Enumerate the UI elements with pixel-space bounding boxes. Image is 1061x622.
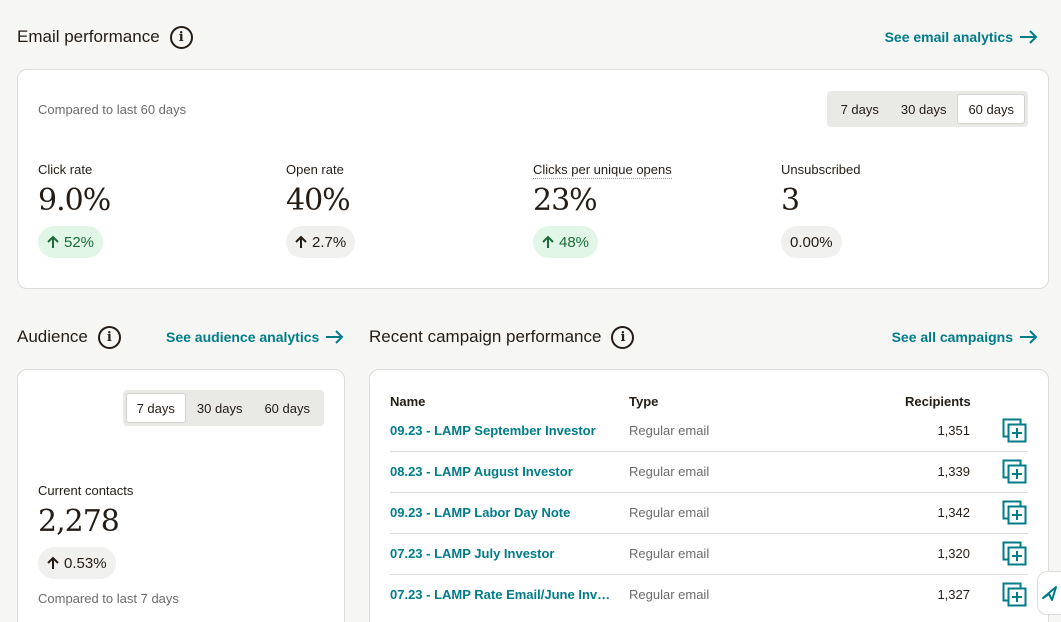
campaign-name-link[interactable]: 08.23 - LAMP August Investor	[390, 464, 573, 479]
campaign-name-link[interactable]: 09.23 - LAMP September Investor	[390, 423, 596, 438]
email-range-selector: 7 days 30 days 60 days	[826, 91, 1028, 127]
replicate-icon[interactable]	[1002, 459, 1028, 485]
replicate-icon[interactable]	[1002, 418, 1028, 444]
campaign-recipients: 1,339	[937, 464, 970, 479]
arrow-right-icon	[1020, 330, 1038, 344]
replicate-icon[interactable]	[1002, 582, 1028, 608]
arrow-right-icon	[1020, 30, 1038, 44]
campaigns-card: Name Type Recipients 09.23 - LAMP Septem…	[369, 369, 1049, 622]
see-email-analytics-label: See email analytics	[884, 29, 1013, 45]
campaign-recipients: 1,351	[937, 423, 970, 438]
metric-label: Open rate	[286, 162, 344, 177]
campaign-name-link[interactable]: 07.23 - LAMP July Investor	[390, 546, 555, 561]
see-audience-analytics-label: See audience analytics	[166, 329, 320, 345]
metric-change: 48%	[559, 233, 590, 251]
table-row: 08.23 - LAMP August Investor Regular ema…	[390, 452, 1028, 493]
campaign-recipients: 1,342	[937, 505, 970, 520]
info-icon[interactable]: i	[97, 325, 121, 349]
metric-value: 2,278	[38, 504, 120, 539]
email-performance-heading: Email performance i	[17, 25, 193, 49]
campaigns-title: Recent campaign performance	[369, 327, 602, 346]
range-30-days[interactable]: 30 days	[900, 101, 947, 117]
metric-value: 9.0%	[38, 183, 111, 218]
metric-change: 2.7%	[312, 233, 347, 251]
range-30-days[interactable]: 30 days	[196, 400, 243, 416]
metric-clicks-per-unique-opens: Clicks per unique opens 23% 48%	[533, 161, 672, 258]
metric-value: 40%	[286, 183, 351, 218]
metric-label: Unsubscribed	[781, 162, 861, 177]
column-header-name[interactable]: Name	[390, 394, 426, 409]
see-all-campaigns-label: See all campaigns	[891, 329, 1013, 345]
metric-click-rate: Click rate 9.0% 52%	[38, 161, 111, 258]
campaign-type: Regular email	[629, 423, 710, 438]
table-row: 07.23 - LAMP July Investor Regular email…	[390, 534, 1028, 575]
metric-label[interactable]: Clicks per unique opens	[533, 162, 672, 179]
email-performance-card: Compared to last 60 days 7 days 30 days …	[17, 69, 1049, 289]
send-icon	[1041, 586, 1057, 601]
campaign-type: Regular email	[629, 587, 710, 602]
email-compared-text: Compared to last 60 days	[38, 102, 187, 117]
replicate-icon[interactable]	[1002, 500, 1028, 526]
campaign-name-link[interactable]: 07.23 - LAMP Rate Email/June Investor	[390, 587, 615, 602]
range-7-days[interactable]: 7 days	[840, 101, 879, 117]
campaign-type: Regular email	[629, 464, 710, 479]
campaign-recipients: 1,327	[937, 587, 970, 602]
arrow-up-icon	[542, 235, 554, 248]
metric-unsubscribed: Unsubscribed 3 0.00%	[781, 161, 861, 258]
column-header-recipients[interactable]: Recipients	[905, 394, 971, 409]
arrow-up-icon	[47, 235, 59, 248]
metric-change: 0.53%	[64, 554, 107, 572]
campaign-name-link[interactable]: 09.23 - LAMP Labor Day Note	[390, 505, 571, 520]
floating-action-button[interactable]	[1037, 571, 1061, 615]
metric-label: Click rate	[38, 162, 93, 177]
see-audience-analytics-link[interactable]: See audience analytics	[166, 325, 345, 349]
email-performance-title: Email performance	[17, 27, 160, 46]
see-all-campaigns-link[interactable]: See all campaigns	[892, 325, 1039, 349]
info-icon[interactable]: i	[169, 25, 193, 49]
range-7-days[interactable]: 7 days	[125, 393, 186, 423]
metric-change: 0.00%	[790, 233, 833, 251]
metric-change: 52%	[64, 233, 95, 251]
metric-change-badge: 48%	[533, 226, 599, 258]
campaigns-heading: Recent campaign performance i	[369, 325, 635, 349]
campaign-type: Regular email	[629, 505, 710, 520]
table-row: 07.23 - LAMP Rate Email/June Investor Re…	[390, 575, 1028, 616]
range-60-days[interactable]: 60 days	[264, 400, 310, 416]
table-row: 09.23 - LAMP Labor Day Note Regular emai…	[390, 493, 1028, 534]
metric-change-badge: 0.00%	[781, 226, 842, 258]
metric-change-badge: 52%	[38, 226, 104, 258]
audience-compared-text: Compared to last 7 days	[38, 591, 179, 606]
audience-title: Audience	[17, 327, 88, 346]
arrow-up-icon	[295, 235, 307, 248]
metric-value: 23%	[533, 183, 598, 218]
replicate-icon[interactable]	[1002, 541, 1028, 567]
current-contacts-metric: Current contacts 2,278 0.53%	[38, 482, 133, 579]
arrow-up-icon	[47, 556, 59, 569]
audience-card: 7 days 30 days 60 days Current contacts …	[17, 369, 345, 622]
metric-change-badge: 0.53%	[38, 547, 116, 579]
table-row: 09.23 - LAMP September Investor Regular …	[390, 411, 1028, 452]
campaign-recipients: 1,320	[937, 546, 970, 561]
metric-change-badge: 2.7%	[286, 226, 356, 258]
metric-open-rate: Open rate 40% 2.7%	[286, 161, 356, 258]
column-header-type[interactable]: Type	[629, 394, 659, 409]
audience-heading: Audience i	[17, 325, 121, 349]
metric-label: Current contacts	[38, 483, 134, 498]
campaign-type: Regular email	[629, 546, 710, 561]
info-icon[interactable]: i	[611, 325, 635, 349]
metric-value: 3	[781, 183, 800, 218]
audience-range-selector: 7 days 30 days 60 days	[122, 390, 324, 426]
range-60-days[interactable]: 60 days	[957, 94, 1025, 124]
see-email-analytics-link[interactable]: See email analytics	[885, 25, 1039, 49]
arrow-right-icon	[326, 330, 344, 344]
